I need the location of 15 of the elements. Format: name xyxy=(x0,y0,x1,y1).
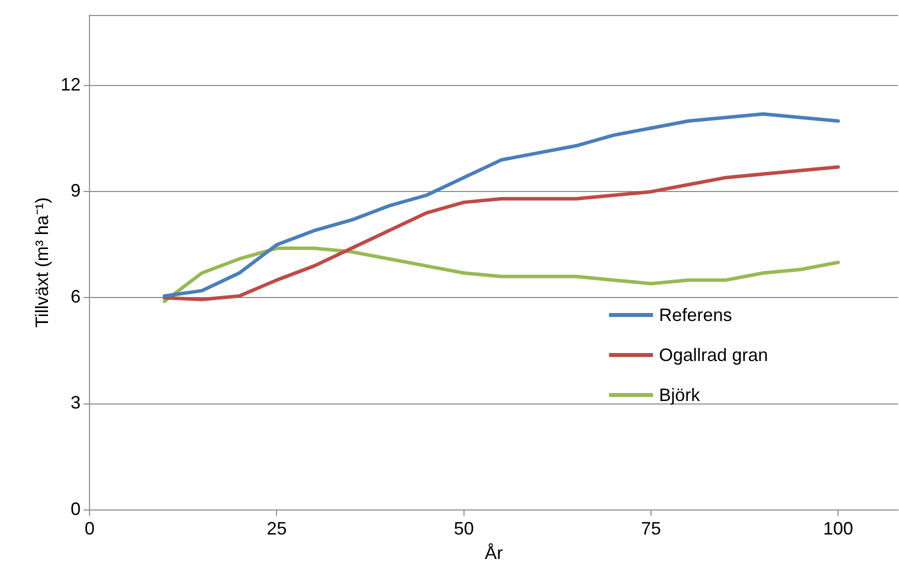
x-tick-label: 100 xyxy=(823,518,854,539)
legend-label: Referens xyxy=(659,304,732,326)
x-tick-label: 25 xyxy=(266,518,287,539)
x-tick-label: 75 xyxy=(640,518,662,539)
legend-label: Björk xyxy=(659,384,700,406)
x-tick-label: 0 xyxy=(84,518,95,539)
y-tick-label: 12 xyxy=(60,74,81,95)
x-axis-title: År xyxy=(484,543,503,564)
legend-label: Ogallrad gran xyxy=(659,344,768,366)
y-tick-label: 6 xyxy=(70,286,81,307)
x-tick-label: 50 xyxy=(454,518,474,539)
y-tick-label: 0 xyxy=(70,498,81,519)
y-tick-label: 9 xyxy=(70,180,81,201)
y-tick-label: 3 xyxy=(70,392,81,413)
y-axis-title: Tillväxt (m³ ha⁻¹) xyxy=(32,197,52,328)
